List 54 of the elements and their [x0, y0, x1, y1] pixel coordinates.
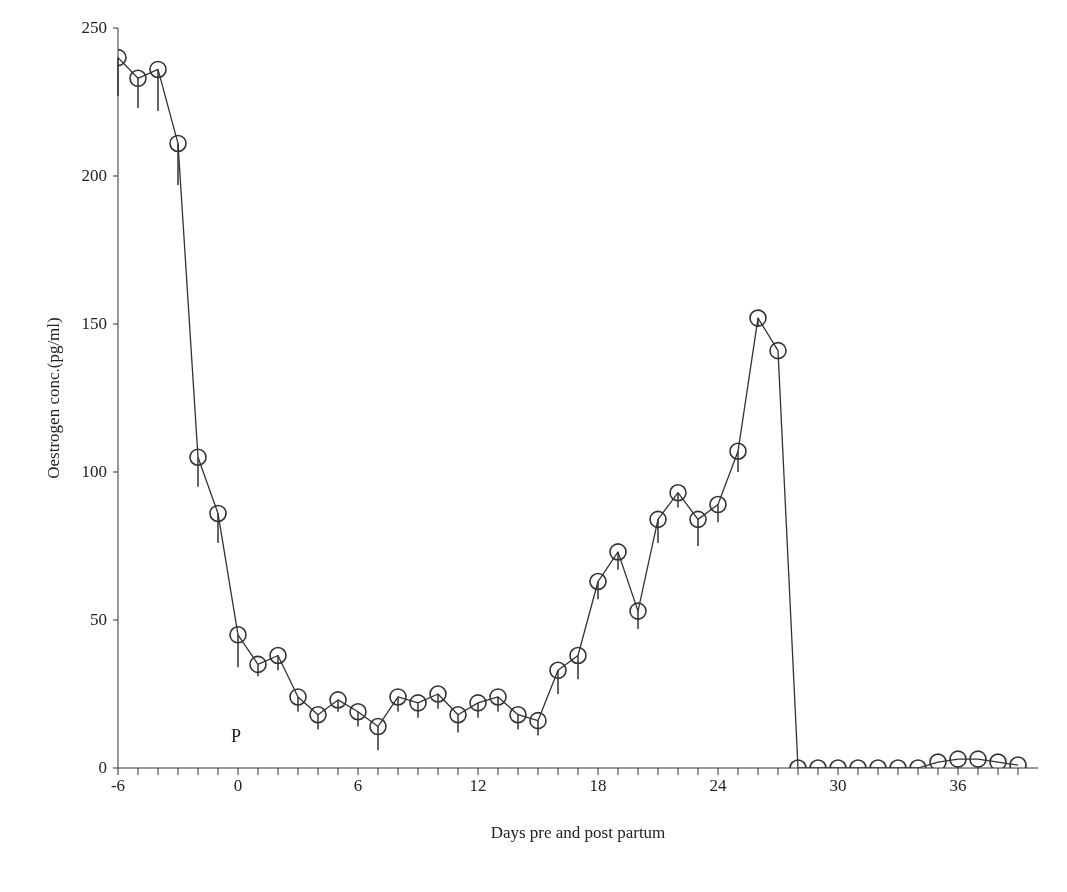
- point: [169, 134, 187, 153]
- point: [709, 495, 727, 514]
- point: [429, 685, 447, 703]
- point: [629, 602, 647, 620]
- point: [769, 341, 787, 360]
- point: [969, 750, 987, 768]
- point: [229, 626, 247, 644]
- point: [209, 504, 227, 523]
- x-tick-label: 18: [589, 776, 607, 795]
- y-tick-label: 50: [90, 610, 107, 629]
- point: [129, 69, 147, 88]
- point: [389, 688, 407, 706]
- point: [329, 691, 347, 709]
- point: [249, 655, 267, 674]
- point: [289, 688, 307, 706]
- point: [149, 60, 167, 79]
- point: [929, 753, 947, 768]
- point: [409, 694, 427, 712]
- x-tick-label: 30: [829, 776, 847, 795]
- point: [649, 510, 667, 529]
- annotation: P: [231, 726, 242, 747]
- point: [609, 543, 627, 561]
- point: [569, 646, 587, 665]
- y-tick-label: 250: [81, 18, 107, 37]
- point: [529, 711, 547, 730]
- point: [589, 572, 607, 591]
- y-tick-label: 200: [81, 166, 107, 185]
- point: [549, 661, 567, 680]
- point: [349, 702, 367, 721]
- point: [989, 753, 1007, 768]
- x-axis-title: Days pre and post partum: [490, 823, 666, 842]
- point: [269, 646, 287, 665]
- x-tick-label: 0: [233, 776, 243, 795]
- y-axis-title: Oestrogen conc.(pg/ml): [44, 317, 64, 479]
- x-tick-label: 12: [469, 776, 487, 795]
- point: [949, 750, 967, 768]
- x-tick-label: -6: [110, 776, 126, 795]
- point: [369, 717, 387, 736]
- point: [489, 688, 507, 706]
- x-tick-label: 6: [353, 776, 363, 795]
- y-tick-label: 100: [81, 462, 107, 481]
- point: [729, 442, 747, 461]
- x-tick-label: 24: [709, 776, 727, 795]
- point: [689, 510, 707, 529]
- y-tick-label: 0: [98, 758, 107, 777]
- point: [189, 448, 207, 466]
- point: [449, 705, 467, 724]
- y-tick-label: 150: [81, 314, 107, 333]
- point: [509, 705, 527, 724]
- point: [669, 483, 687, 502]
- point: [749, 309, 767, 327]
- point: [309, 705, 327, 724]
- x-tick-label: 36: [949, 776, 967, 795]
- point: [469, 694, 487, 712]
